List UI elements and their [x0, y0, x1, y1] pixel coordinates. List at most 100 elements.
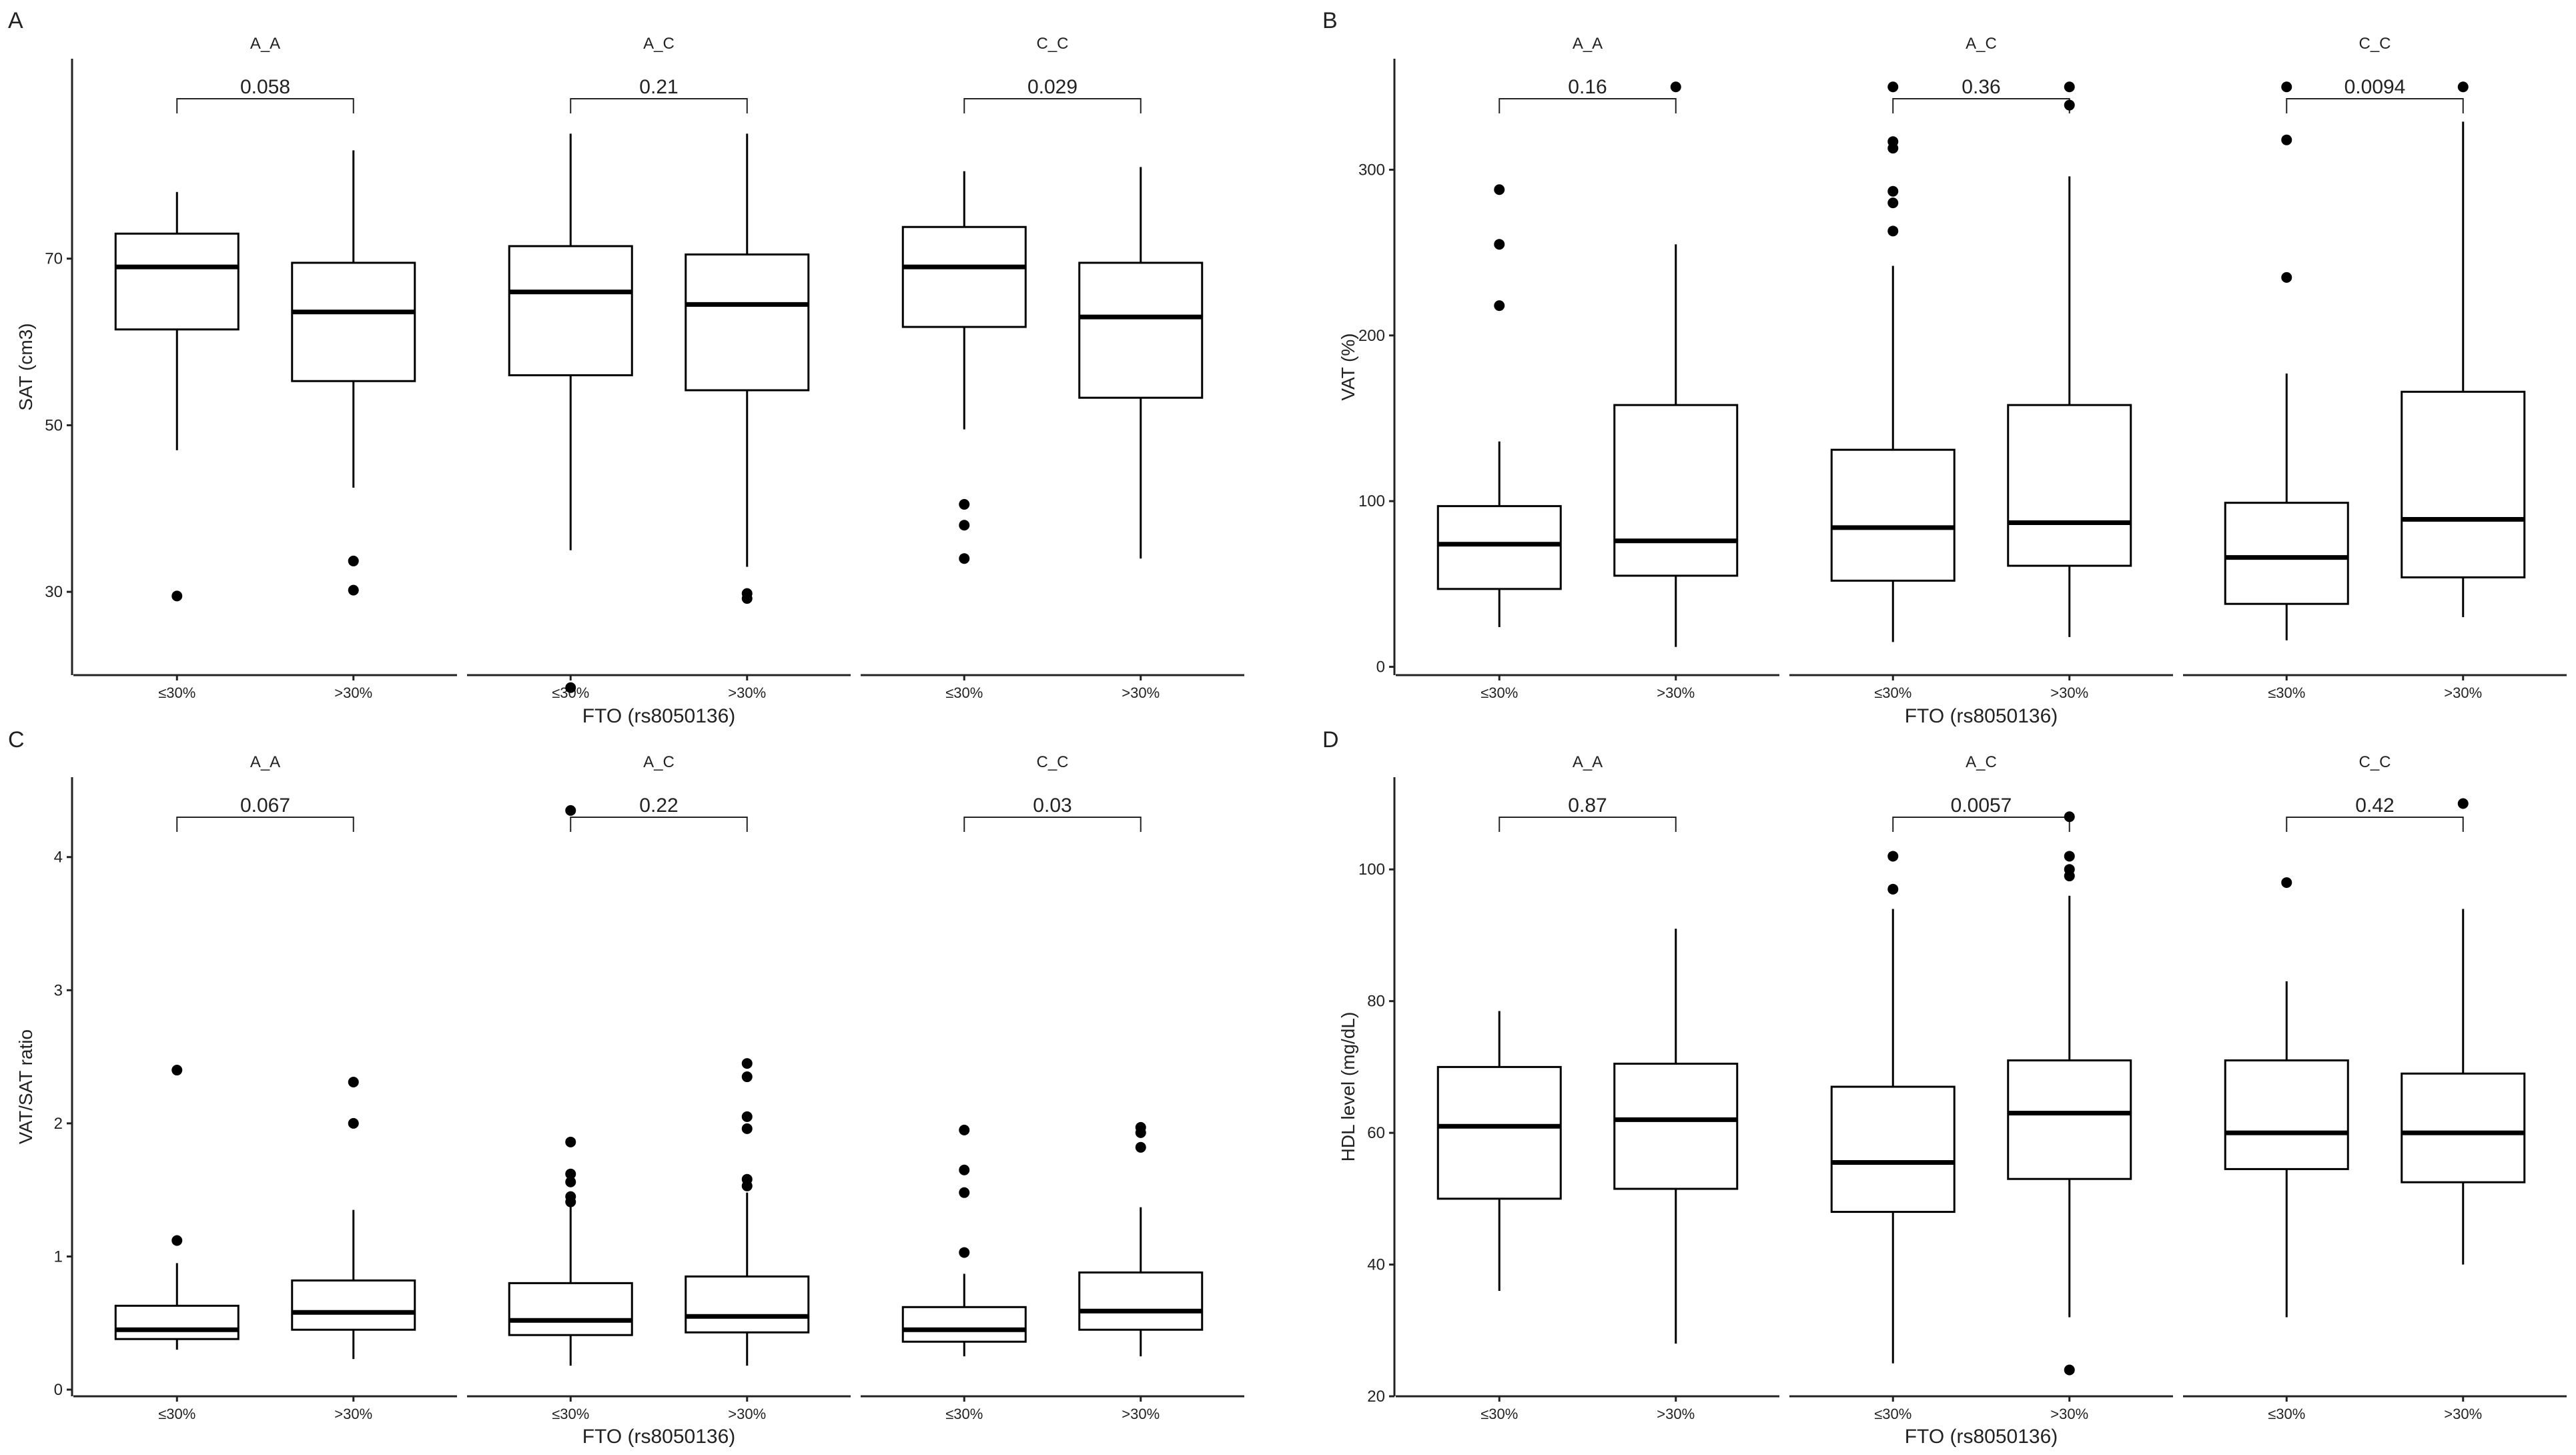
- facet-c-c: C_C 0.03 ≤30% >30%: [861, 753, 1244, 1422]
- iqr-box: [508, 245, 633, 376]
- outlier-point: [741, 1058, 753, 1069]
- panel-a: A 30 50 70 SAT (cm3) FTO (rs8050136) A_A 0.058 ≤…: [8, 8, 1244, 727]
- outlier-point: [2281, 134, 2292, 145]
- outlier-point: [959, 1247, 970, 1258]
- boxplot-gt30: >30%: [685, 1058, 810, 1422]
- outlier-point: [2281, 81, 2292, 93]
- iqr-box: [901, 225, 1027, 328]
- p-value-label: 0.029: [1027, 76, 1078, 98]
- y-axis-title: HDL level (mg/dL): [1338, 1012, 1358, 1162]
- y-tick-label: 4: [54, 849, 63, 867]
- outlier-point: [2281, 272, 2292, 283]
- significance-bracket: [570, 98, 748, 113]
- y-tick-label: 200: [1358, 327, 1385, 345]
- outlier-point: [959, 1164, 970, 1175]
- outlier-point: [2064, 99, 2075, 111]
- outlier-point: [1494, 300, 1505, 312]
- iqr-box: [291, 262, 416, 382]
- boxplot-gt30: >30%: [291, 150, 416, 701]
- outlier-point: [1887, 883, 1899, 895]
- x-tick-label: ≤30%: [2268, 684, 2305, 701]
- iqr-box: [1436, 1065, 1562, 1200]
- p-value-label: 0.22: [639, 795, 678, 817]
- significance-bracket: [1892, 817, 2070, 832]
- y-tick-label: 0: [54, 1381, 63, 1399]
- significance-bracket: [1498, 98, 1677, 113]
- outlier-point: [171, 590, 183, 602]
- x-tick-label: ≤30%: [1480, 1406, 1518, 1422]
- facet-a-c: A_C 0.22 ≤30% >30%: [467, 753, 851, 1422]
- p-value-label: 0.36: [1962, 76, 2000, 98]
- p-value-label: 0.16: [1568, 76, 1607, 98]
- x-axis-title: FTO (rs8050136): [582, 705, 736, 727]
- x-tick-label: >30%: [1657, 684, 1695, 701]
- significance-bracket: [2286, 98, 2464, 113]
- x-tick-label: >30%: [2050, 1406, 2088, 1422]
- panel-label: D: [1322, 727, 1339, 753]
- boxplot-le30: ≤30%: [508, 805, 633, 1422]
- outlier-point: [2064, 1364, 2075, 1376]
- facet-strip-label: A_C: [1966, 35, 1997, 53]
- outlier-point: [1887, 225, 1899, 237]
- x-tick-label: ≤30%: [2268, 1406, 2305, 1422]
- boxplot-gt30: >30%: [291, 1077, 416, 1422]
- outlier-point: [959, 553, 970, 564]
- outlier-point: [959, 1187, 970, 1198]
- x-tick-label: ≤30%: [1480, 684, 1518, 701]
- boxplot-le30: ≤30%: [114, 191, 240, 701]
- y-axis-title: VAT (%): [1338, 333, 1358, 400]
- y-tick-label: 40: [1367, 1256, 1385, 1274]
- outlier-point: [1887, 197, 1899, 209]
- iqr-box: [1436, 505, 1562, 590]
- x-tick-label: ≤30%: [552, 1406, 589, 1422]
- outlier-point: [1887, 851, 1899, 862]
- p-value-label: 0.03: [1033, 795, 1071, 817]
- facet-c-c: C_C 0.42 ≤30% >30%: [2183, 753, 2567, 1422]
- outlier-point: [565, 682, 576, 693]
- boxplot-gt30: >30%: [1613, 81, 1739, 701]
- outlier-point: [1670, 81, 1681, 93]
- iqr-box: [291, 1279, 416, 1331]
- outlier-point: [959, 499, 970, 510]
- x-tick-label: ≤30%: [158, 684, 195, 701]
- iqr-box: [2007, 1059, 2132, 1180]
- iqr-box: [1830, 1085, 1956, 1214]
- x-axis-title: FTO (rs8050136): [1905, 1426, 2058, 1448]
- significance-bracket: [1498, 817, 1677, 832]
- y-tick-label: 2: [54, 1115, 63, 1133]
- outlier-point: [741, 593, 753, 604]
- p-value-label: 0.0094: [2344, 76, 2406, 98]
- y-tick-label: 80: [1367, 993, 1385, 1011]
- boxplot-gt30: >30%: [2007, 81, 2132, 701]
- outlier-point: [741, 1180, 753, 1191]
- x-tick-label: >30%: [1657, 1406, 1695, 1422]
- iqr-box: [2224, 502, 2349, 605]
- x-tick-label: ≤30%: [158, 1406, 195, 1422]
- panel-label: A: [8, 8, 23, 33]
- p-value-label: 0.067: [240, 795, 290, 817]
- significance-bracket: [2286, 817, 2464, 832]
- y-tick-label: 100: [1358, 861, 1385, 879]
- p-value-label: 0.87: [1568, 795, 1607, 817]
- significance-bracket: [963, 98, 1142, 113]
- iqr-box: [2401, 1072, 2526, 1183]
- panel-c: C 0 1 2 3 4 VAT/SAT ratio FTO (rs8050136) A_A 0.0…: [8, 727, 1244, 1448]
- significance-bracket: [1892, 98, 2070, 113]
- facet-c-c: C_C 0.0094 ≤30% >30%: [2183, 35, 2567, 701]
- outlier-point: [2064, 811, 2075, 823]
- outlier-point: [2457, 798, 2469, 809]
- x-tick-label: >30%: [1122, 684, 1160, 701]
- x-tick-label: >30%: [728, 1406, 766, 1422]
- outlier-point: [1887, 185, 1899, 197]
- outlier-point: [565, 1168, 576, 1179]
- panel-b: B 0 100 200 300 VAT (%) FTO (rs8050136) A_A 0.16…: [1322, 8, 2567, 727]
- x-tick-label: ≤30%: [945, 684, 983, 701]
- x-tick-label: >30%: [2050, 684, 2088, 701]
- boxplot-le30: ≤30%: [1830, 851, 1956, 1422]
- outlier-point: [2064, 851, 2075, 862]
- y-tick-label: 30: [45, 583, 63, 601]
- outlier-point: [2064, 81, 2075, 93]
- facet-strip-label: C_C: [2358, 35, 2391, 53]
- facet-a-a: A_A 0.87 ≤30% >30%: [1396, 753, 1779, 1422]
